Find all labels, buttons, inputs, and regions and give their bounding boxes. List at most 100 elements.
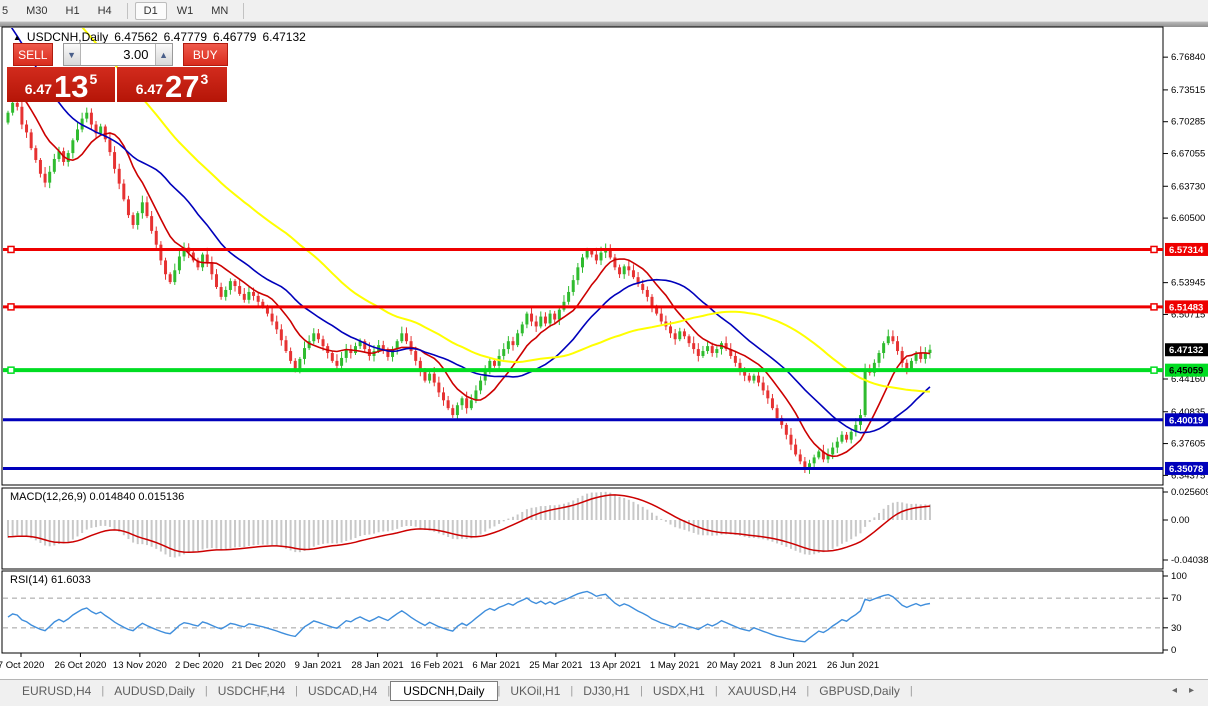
svg-text:0.025609: 0.025609 [1171, 487, 1208, 498]
svg-text:30: 30 [1171, 623, 1182, 634]
svg-text:6.57314: 6.57314 [1169, 245, 1204, 256]
symbol-ohlc-line: ▲ USDCNH,Daily 6.47562 6.47779 6.46779 6… [13, 30, 306, 44]
macd-histogram [7, 491, 931, 558]
svg-text:100: 100 [1171, 571, 1187, 582]
timeframe-button-W1[interactable]: W1 [176, 4, 194, 17]
tab-USDCAD-H4[interactable]: USDCAD,H4 [307, 683, 378, 698]
svg-text:0: 0 [1171, 645, 1176, 656]
svg-text:6.50715: 6.50715 [1171, 309, 1205, 320]
tab-scroll-left-icon[interactable]: ◂ [1171, 685, 1177, 696]
timeframe-button-MN[interactable]: MN [211, 4, 229, 17]
price-axis: 6.76840 6.73515 6.70285 6.67055 6.63730 6.605… [1163, 52, 1205, 481]
tab-UKOil-H1[interactable]: UKOil,H1 [510, 683, 561, 698]
tab-USDX-H1[interactable]: USDX,H1 [652, 683, 705, 698]
svg-text:6.40019: 6.40019 [1169, 415, 1203, 426]
tab-USDCNH-Daily[interactable]: USDCNH,Daily [390, 680, 498, 701]
chart-tab-bar: EURUSD,H4 | AUDUSD,Daily | USDCHF,H4 | USDCAD,… [0, 679, 1208, 706]
tab-DJ30-H1[interactable]: DJ30,H1 [583, 683, 630, 698]
price-level-lines[interactable] [3, 245, 1163, 470]
chart-panes [1, 26, 1164, 654]
svg-text:2 Dec 2020: 2 Dec 2020 [175, 660, 224, 671]
timeframe-button-D1[interactable]: D1 [134, 1, 167, 20]
svg-text:8 Jun 2021: 8 Jun 2021 [770, 660, 817, 671]
ohlc-open: 6.47562 [114, 30, 158, 44]
svg-text:13 Nov 2020: 13 Nov 2020 [113, 660, 167, 671]
sell-button[interactable]: SELL [13, 43, 53, 66]
tab-USDCHF-H4[interactable]: USDCHF,H4 [217, 683, 286, 698]
trade-panel-controls: SELL ▼ ▲ BUY [13, 43, 228, 66]
tab-separator: | [387, 684, 391, 697]
ohlc-high: 6.47779 [163, 30, 208, 44]
svg-text:6.35078: 6.35078 [1169, 464, 1203, 475]
ohlc-close: 6.47132 [262, 30, 306, 44]
volume-input[interactable] [80, 44, 155, 65]
toolbar-separator [126, 2, 128, 19]
svg-text:26 Oct 2020: 26 Oct 2020 [55, 660, 107, 671]
volume-decrease-button[interactable]: ▼ [63, 44, 81, 65]
svg-text:0.00: 0.00 [1171, 515, 1190, 526]
svg-text:28 Jan 2021: 28 Jan 2021 [351, 660, 403, 671]
sell-price-sup: 5 [89, 71, 98, 87]
price-level-badges: 6.57314 6.51483 6.45059 6.40019 6.35078 [1165, 242, 1208, 475]
tab-separator: | [101, 684, 105, 697]
candlesticks [6, 96, 932, 474]
tab-separator: | [204, 684, 208, 697]
rsi-indicator-label: RSI(14) 61.6033 [10, 574, 91, 586]
svg-text:6.67055: 6.67055 [1171, 149, 1205, 160]
tab-separator: | [714, 684, 718, 697]
tab-separator: | [570, 684, 574, 697]
chart-window-top-edge [0, 22, 1208, 27]
svg-text:9 Jan 2021: 9 Jan 2021 [295, 660, 342, 671]
tab-scroll-arrows: ◂ ▸ [1172, 680, 1194, 701]
timeframe-button-H4[interactable]: H4 [97, 4, 112, 17]
svg-text:6.34375: 6.34375 [1171, 470, 1205, 481]
tab-separator: | [497, 684, 501, 697]
toolbar-separator [243, 2, 245, 19]
svg-text:25 Mar 2021: 25 Mar 2021 [529, 660, 582, 671]
svg-text:70: 70 [1171, 593, 1182, 604]
svg-text:6.40835: 6.40835 [1171, 407, 1205, 418]
rsi-line [7, 590, 931, 643]
tab-EURUSD-H4[interactable]: EURUSD,H4 [22, 683, 92, 698]
svg-text:6.44160: 6.44160 [1171, 374, 1205, 385]
timeframe-button-H1[interactable]: H1 [65, 4, 80, 17]
tab-XAUUSD-H4[interactable]: XAUUSD,H4 [727, 683, 797, 698]
svg-text:13 Apr 2021: 13 Apr 2021 [590, 660, 641, 671]
tab-GBPUSD-Daily[interactable]: GBPUSD,Daily [819, 683, 900, 698]
volume-increase-button[interactable]: ▲ [154, 44, 172, 65]
sell-price-prefix: 6.47 [24, 81, 52, 97]
timeframe-button-5[interactable]: 5 [2, 4, 9, 17]
ma-line-10 [7, 76, 931, 458]
timeframe-button-M30[interactable]: M30 [26, 4, 48, 17]
buy-button[interactable]: BUY [182, 43, 228, 66]
volume-stepper: ▼ ▲ [62, 43, 173, 66]
sell-price-big: 13 [53, 68, 89, 104]
svg-text:6.60500: 6.60500 [1171, 213, 1205, 224]
rsi-axis: 100 70 30 0 [1163, 571, 1187, 656]
collapse-triangle-icon[interactable]: ▲ [13, 32, 21, 42]
macd-axis: 0.025609 0.00 -0.040386 [1163, 487, 1208, 566]
svg-text:6 Mar 2021: 6 Mar 2021 [472, 660, 520, 671]
current-price-badge: 6.47132 [1165, 343, 1208, 357]
buy-price-button[interactable]: 6.47 27 3 [117, 67, 227, 102]
svg-text:26 Jun 2021: 26 Jun 2021 [827, 660, 879, 671]
trade-panel-prices: 6.47 13 5 6.47 27 3 [7, 67, 228, 102]
ohlc-low: 6.46779 [213, 30, 257, 44]
rsi-pane [3, 590, 1162, 643]
timeframe-toolbar: 5 M30 H1 H4 D1 W1 MN [0, 0, 1208, 22]
symbol-name: USDCNH,Daily [26, 30, 109, 44]
svg-text:7 Oct 2020: 7 Oct 2020 [0, 660, 44, 671]
svg-text:16 Feb 2021: 16 Feb 2021 [410, 660, 463, 671]
sell-price-button[interactable]: 6.47 13 5 [7, 67, 115, 102]
tab-separator: | [909, 684, 913, 697]
svg-text:1 May 2021: 1 May 2021 [650, 660, 700, 671]
tab-AUDUSD-Daily[interactable]: AUDUSD,Daily [114, 683, 195, 698]
svg-text:-0.040386: -0.040386 [1171, 555, 1208, 566]
tab-scroll-right-icon[interactable]: ▸ [1188, 685, 1194, 696]
svg-text:6.45059: 6.45059 [1169, 366, 1203, 377]
date-axis: 7 Oct 2020 26 Oct 2020 13 Nov 2020 2 Dec 20… [0, 653, 879, 671]
svg-text:6.37605: 6.37605 [1171, 439, 1205, 450]
ma-line-52 [81, 28, 930, 393]
svg-text:6.47132: 6.47132 [1169, 345, 1203, 356]
